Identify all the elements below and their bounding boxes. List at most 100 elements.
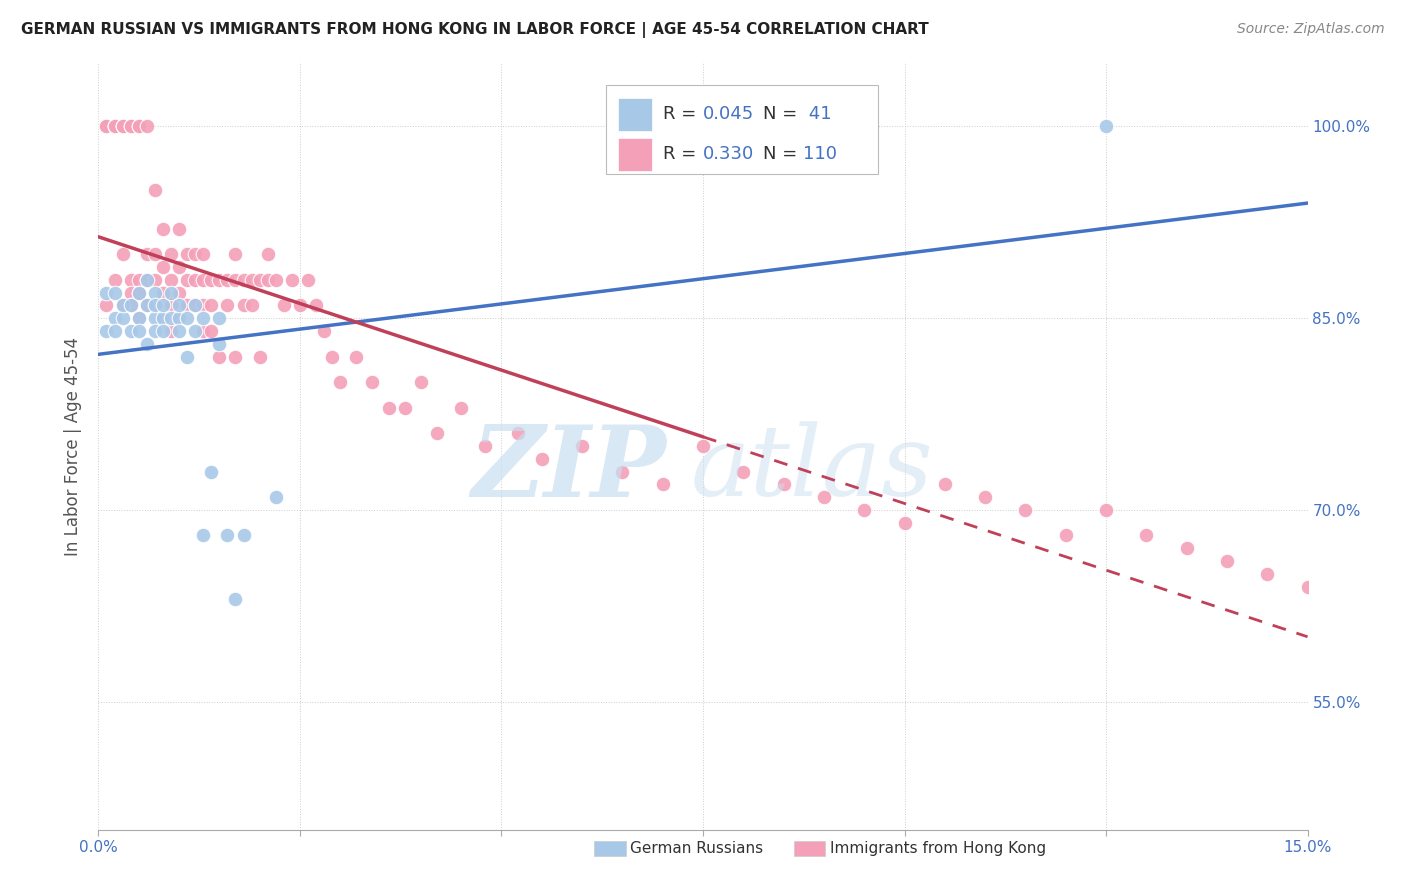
Point — [264, 490, 287, 504]
Point — [152, 260, 174, 274]
Point — [167, 260, 190, 274]
Point — [111, 311, 134, 326]
Point — [426, 426, 449, 441]
Point — [224, 247, 246, 261]
Point — [200, 298, 222, 312]
Text: 41: 41 — [803, 105, 832, 123]
Text: R =: R = — [664, 105, 702, 123]
Point — [893, 516, 915, 530]
Point — [103, 120, 125, 134]
Point — [128, 120, 150, 134]
Text: R =: R = — [664, 145, 702, 162]
Point — [344, 350, 367, 364]
Point — [208, 350, 231, 364]
Point — [193, 528, 215, 542]
Point — [361, 375, 384, 389]
Point — [506, 426, 529, 441]
Point — [224, 592, 246, 607]
Point — [96, 285, 118, 300]
Point — [103, 120, 125, 134]
Point — [120, 120, 142, 134]
Point — [152, 311, 174, 326]
Point — [152, 298, 174, 312]
Point — [208, 336, 231, 351]
Point — [200, 273, 222, 287]
Text: N =: N = — [763, 105, 803, 123]
Point — [256, 273, 278, 287]
Point — [409, 375, 432, 389]
Point — [167, 311, 190, 326]
Text: ZIP: ZIP — [472, 421, 666, 517]
Point — [571, 439, 593, 453]
Text: 110: 110 — [803, 145, 838, 162]
Point — [111, 120, 134, 134]
Point — [143, 247, 166, 261]
Point — [193, 247, 215, 261]
Point — [184, 324, 207, 338]
Point — [772, 477, 794, 491]
Point — [288, 298, 311, 312]
FancyBboxPatch shape — [606, 86, 879, 174]
Text: Source: ZipAtlas.com: Source: ZipAtlas.com — [1237, 22, 1385, 37]
Point — [224, 350, 246, 364]
Point — [135, 273, 157, 287]
Point — [217, 273, 239, 287]
Point — [974, 490, 997, 504]
Point — [167, 311, 190, 326]
Point — [103, 120, 125, 134]
Point — [111, 247, 134, 261]
Point — [111, 298, 134, 312]
Point — [120, 298, 142, 312]
Text: atlas: atlas — [690, 421, 934, 516]
Point — [103, 273, 125, 287]
Point — [103, 311, 125, 326]
Point — [314, 324, 336, 338]
Point — [176, 350, 198, 364]
Point — [143, 273, 166, 287]
Point — [281, 273, 304, 287]
Point — [143, 298, 166, 312]
Point — [217, 298, 239, 312]
Point — [184, 298, 207, 312]
Point — [200, 324, 222, 338]
Point — [305, 298, 328, 312]
FancyBboxPatch shape — [595, 841, 626, 856]
Point — [167, 221, 190, 235]
Point — [160, 311, 183, 326]
Point — [135, 273, 157, 287]
Point — [128, 285, 150, 300]
Point — [1296, 580, 1319, 594]
Point — [143, 324, 166, 338]
Point — [103, 285, 125, 300]
Point — [813, 490, 835, 504]
Point — [217, 528, 239, 542]
Point — [394, 401, 416, 415]
Point — [120, 273, 142, 287]
Point — [184, 298, 207, 312]
Point — [96, 120, 118, 134]
Point — [152, 285, 174, 300]
Point — [96, 324, 118, 338]
Point — [160, 247, 183, 261]
Point — [152, 221, 174, 235]
Point — [612, 465, 634, 479]
Point — [193, 311, 215, 326]
Point — [143, 183, 166, 197]
Point — [160, 324, 183, 338]
Point — [377, 401, 399, 415]
Point — [128, 324, 150, 338]
Point — [240, 273, 263, 287]
Point — [128, 311, 150, 326]
Point — [256, 247, 278, 261]
Point — [297, 273, 319, 287]
Point — [184, 273, 207, 287]
Point — [160, 273, 183, 287]
Point — [193, 298, 215, 312]
Point — [934, 477, 956, 491]
Point — [120, 298, 142, 312]
Point — [135, 336, 157, 351]
Point — [160, 285, 183, 300]
Point — [160, 298, 183, 312]
FancyBboxPatch shape — [793, 841, 825, 856]
Point — [200, 465, 222, 479]
